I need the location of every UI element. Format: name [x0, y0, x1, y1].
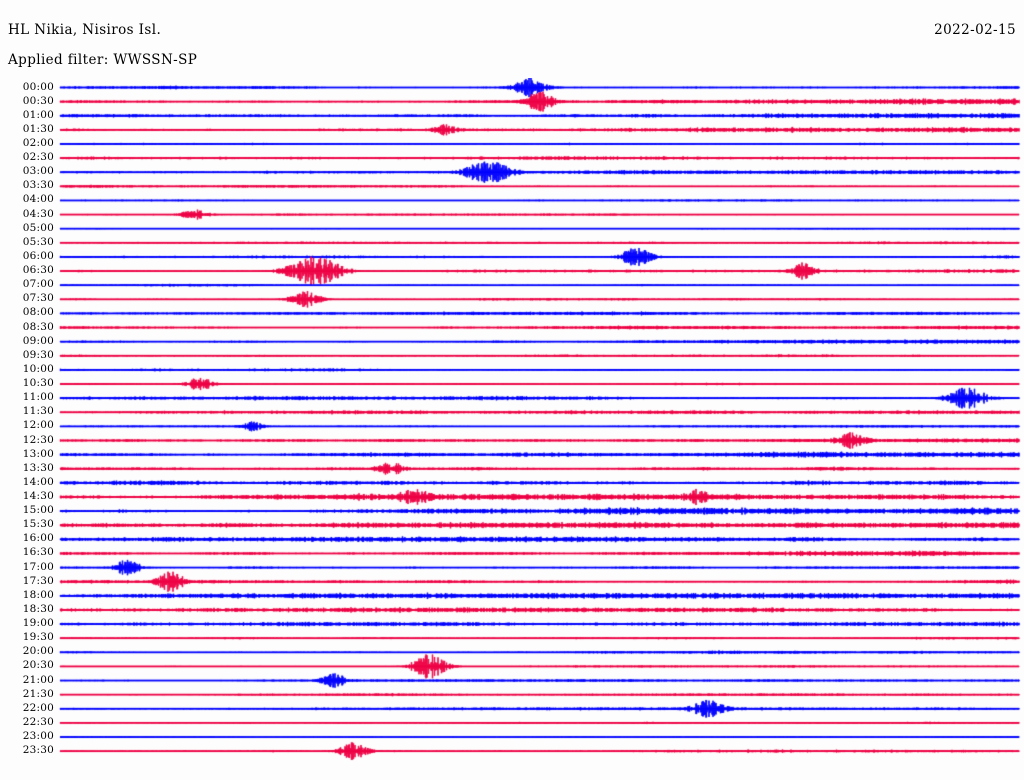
time-tick-1230: 12:30	[22, 433, 54, 446]
time-tick-2330: 23:30	[22, 744, 54, 757]
time-tick-0130: 01:30	[22, 122, 54, 135]
time-tick-0900: 09:00	[22, 334, 54, 347]
time-tick-0830: 08:30	[22, 320, 54, 333]
time-tick-1630: 16:30	[22, 546, 54, 559]
time-tick-1730: 17:30	[22, 574, 54, 587]
time-tick-1930: 19:30	[22, 631, 54, 644]
applied-filter-label: Applied filter: WWSSN-SP	[8, 52, 198, 68]
time-tick-0800: 08:00	[22, 306, 54, 319]
time-tick-2000: 20:00	[22, 645, 54, 658]
time-tick-0030: 00:30	[22, 94, 54, 107]
time-tick-1800: 18:00	[22, 588, 54, 601]
time-tick-1600: 16:00	[22, 532, 54, 545]
time-tick-2230: 22:30	[22, 715, 54, 728]
time-tick-0930: 09:30	[22, 348, 54, 361]
trace-plot-area: 00:00 00:30 01:00 01:30 02:00 02:30 03:00 03:30…	[0, 78, 1024, 778]
time-tick-2300: 23:00	[22, 730, 54, 743]
time-tick-0200: 02:00	[22, 136, 54, 149]
time-tick-0500: 05:00	[22, 221, 54, 234]
time-tick-1430: 14:30	[22, 489, 54, 502]
time-tick-0330: 03:30	[22, 179, 54, 192]
seismogram-traces	[0, 78, 1024, 778]
time-tick-0100: 01:00	[22, 108, 54, 121]
time-tick-1330: 13:30	[22, 461, 54, 474]
date-label: 2022-02-15	[934, 22, 1016, 38]
time-tick-0700: 07:00	[22, 278, 54, 291]
time-tick-0400: 04:00	[22, 193, 54, 206]
time-tick-1030: 10:30	[22, 377, 54, 390]
time-tick-2100: 21:00	[22, 673, 54, 686]
time-tick-0530: 05:30	[22, 235, 54, 248]
time-tick-1100: 11:00	[22, 391, 54, 404]
time-tick-2030: 20:30	[22, 659, 54, 672]
time-tick-1200: 12:00	[22, 419, 54, 432]
time-tick-1500: 15:00	[22, 504, 54, 517]
time-tick-0430: 04:30	[22, 207, 54, 220]
time-tick-0300: 03:00	[22, 165, 54, 178]
time-tick-1000: 10:00	[22, 362, 54, 375]
time-tick-1830: 18:30	[22, 602, 54, 615]
station-name-label: HL Nikia, Nisiros Isl.	[8, 22, 162, 38]
time-tick-2200: 22:00	[22, 701, 54, 714]
time-tick-0630: 06:30	[22, 264, 54, 277]
time-tick-1300: 13:00	[22, 447, 54, 460]
time-tick-0000: 00:00	[22, 80, 54, 93]
time-tick-1900: 19:00	[22, 617, 54, 630]
time-tick-0600: 06:00	[22, 249, 54, 262]
time-tick-1530: 15:30	[22, 518, 54, 531]
time-tick-1400: 14:00	[22, 475, 54, 488]
time-tick-0730: 07:30	[22, 292, 54, 305]
time-tick-0230: 02:30	[22, 151, 54, 164]
time-tick-1700: 17:00	[22, 560, 54, 573]
time-tick-2130: 21:30	[22, 687, 54, 700]
time-tick-1130: 11:30	[22, 405, 54, 418]
